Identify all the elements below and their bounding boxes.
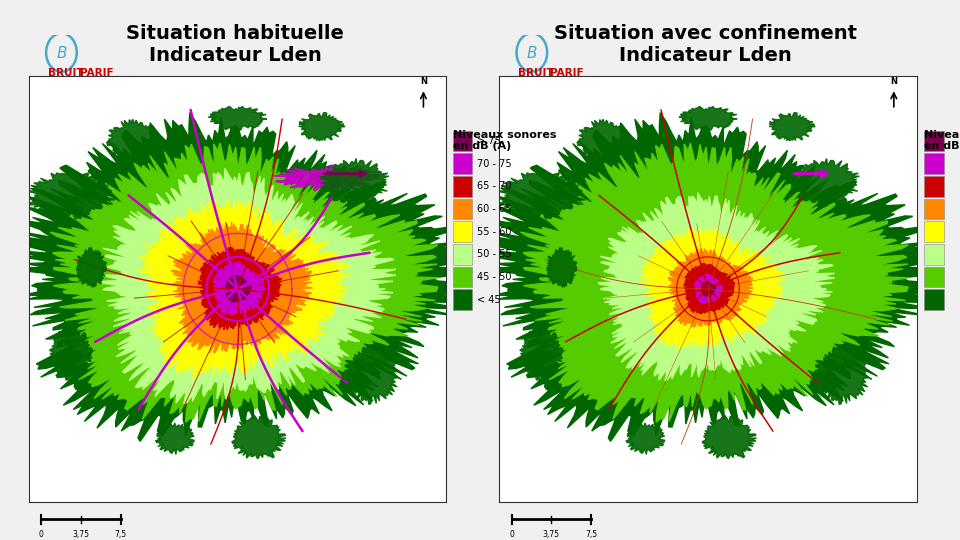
Text: Situation habituelle
Indicateur Lden: Situation habituelle Indicateur Lden bbox=[127, 24, 344, 65]
Polygon shape bbox=[626, 422, 664, 455]
Polygon shape bbox=[769, 113, 815, 140]
Polygon shape bbox=[639, 228, 785, 349]
Polygon shape bbox=[198, 247, 281, 330]
Text: PARIF: PARIF bbox=[550, 68, 584, 78]
Text: Niveaux sonores
en dB (A): Niveaux sonores en dB (A) bbox=[453, 130, 557, 151]
Polygon shape bbox=[76, 247, 107, 287]
Polygon shape bbox=[100, 168, 396, 403]
Text: > 75: > 75 bbox=[477, 136, 501, 146]
Polygon shape bbox=[232, 416, 286, 458]
Text: 3,75: 3,75 bbox=[73, 530, 89, 539]
Polygon shape bbox=[479, 113, 948, 441]
Polygon shape bbox=[208, 106, 267, 130]
Text: B: B bbox=[527, 46, 537, 61]
Text: < 45: < 45 bbox=[477, 295, 501, 305]
Polygon shape bbox=[49, 326, 92, 380]
Polygon shape bbox=[684, 264, 735, 314]
Text: N: N bbox=[420, 77, 427, 86]
Polygon shape bbox=[520, 143, 909, 422]
Polygon shape bbox=[137, 199, 350, 378]
Text: Situation avec confinement
Indicateur Lden: Situation avec confinement Indicateur Ld… bbox=[554, 24, 857, 65]
Polygon shape bbox=[171, 222, 313, 353]
Text: 0: 0 bbox=[510, 530, 515, 539]
Polygon shape bbox=[27, 173, 115, 219]
Text: B: B bbox=[57, 46, 66, 61]
Polygon shape bbox=[213, 262, 265, 315]
Polygon shape bbox=[342, 344, 399, 404]
Polygon shape bbox=[791, 159, 859, 206]
Polygon shape bbox=[156, 422, 194, 455]
Text: BRUIT: BRUIT bbox=[518, 68, 554, 78]
Text: 50 - 55: 50 - 55 bbox=[477, 249, 512, 259]
Polygon shape bbox=[703, 416, 756, 458]
Polygon shape bbox=[598, 193, 834, 381]
Polygon shape bbox=[812, 344, 870, 404]
Text: PARIF: PARIF bbox=[80, 68, 113, 78]
Polygon shape bbox=[9, 113, 478, 441]
Polygon shape bbox=[299, 113, 345, 140]
Text: 7,5: 7,5 bbox=[585, 530, 597, 539]
Polygon shape bbox=[50, 143, 439, 422]
Polygon shape bbox=[321, 159, 389, 206]
Polygon shape bbox=[107, 119, 158, 159]
Text: BRUIT: BRUIT bbox=[48, 68, 84, 78]
Polygon shape bbox=[519, 326, 563, 380]
Polygon shape bbox=[497, 173, 586, 219]
Polygon shape bbox=[226, 275, 252, 302]
Text: 60 - 65: 60 - 65 bbox=[477, 204, 512, 214]
Text: 70 - 75: 70 - 75 bbox=[477, 159, 512, 168]
Text: 0: 0 bbox=[39, 530, 44, 539]
Polygon shape bbox=[702, 281, 715, 296]
Polygon shape bbox=[546, 247, 577, 287]
Text: 7,5: 7,5 bbox=[114, 530, 127, 539]
Text: 65 - 70: 65 - 70 bbox=[477, 181, 512, 191]
Text: Niveaux
en dB: Niveaux en dB bbox=[924, 130, 960, 151]
Text: N: N bbox=[890, 77, 898, 86]
Text: 3,75: 3,75 bbox=[543, 530, 560, 539]
Polygon shape bbox=[274, 165, 381, 191]
Text: 45 - 50: 45 - 50 bbox=[477, 272, 512, 282]
Polygon shape bbox=[679, 106, 737, 130]
Polygon shape bbox=[577, 119, 629, 159]
Polygon shape bbox=[695, 274, 723, 303]
Text: 55 - 60: 55 - 60 bbox=[477, 227, 512, 237]
Polygon shape bbox=[668, 248, 753, 327]
